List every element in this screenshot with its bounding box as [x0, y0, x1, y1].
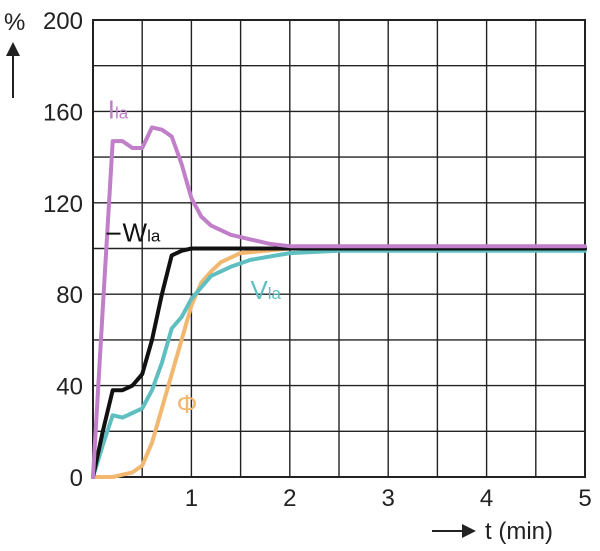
y-tick-label: 0: [70, 465, 83, 492]
series-label-vla: Vla: [250, 275, 281, 305]
x-tick-label: 5: [578, 485, 591, 512]
x-tick-label: 3: [382, 485, 395, 512]
series-lines: [91, 125, 587, 479]
series-line-phi: [91, 246, 587, 479]
y-tick-label: 120: [43, 191, 83, 218]
series-line-vla: [91, 248, 587, 479]
y-tick-label: 200: [43, 8, 83, 35]
axes: % t (min): [4, 9, 586, 545]
tick-labels: 0 40 80 120 160 200 1 2 3 4 5: [43, 8, 592, 512]
series-label-phi: Φ: [177, 389, 198, 419]
x-axis-arrow-head: [462, 524, 476, 538]
series-line-wla: [91, 246, 587, 479]
series-line-ila: [91, 125, 587, 479]
series-labels: Ila Wla Vla Φ: [106, 94, 282, 419]
y-tick-label: 40: [56, 374, 83, 401]
x-tick-label: 2: [283, 485, 296, 512]
y-tick-label: 80: [56, 282, 83, 309]
y-axis-arrow-head: [6, 42, 20, 56]
series-label-ila: Ila: [108, 94, 129, 124]
series-label-wla: Wla: [123, 218, 161, 248]
y-tick-label: 160: [43, 99, 83, 126]
x-tick-label: 4: [480, 485, 493, 512]
x-axis-label: t (min): [485, 518, 553, 545]
y-axis-label: %: [4, 9, 25, 36]
x-tick-label: 1: [185, 485, 198, 512]
